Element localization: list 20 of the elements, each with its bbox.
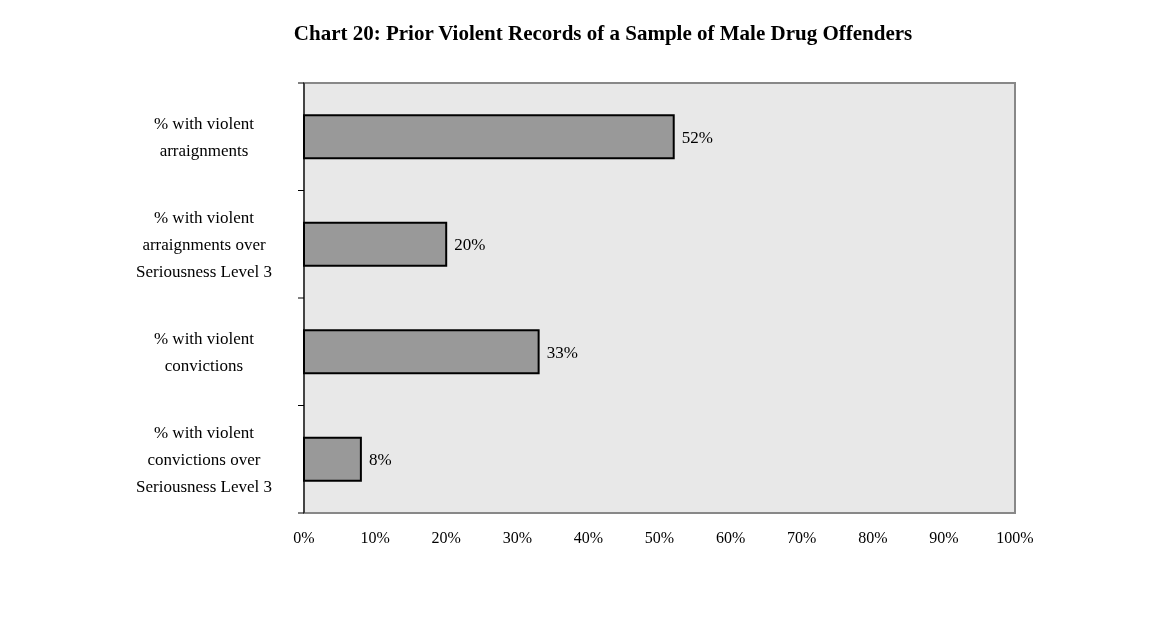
x-tick-label: 100%	[996, 529, 1034, 546]
x-tick-label: 70%	[787, 529, 817, 546]
chart-title: Chart 20: Prior Violent Records of a Sample of Male Drug Offenders	[293, 21, 913, 45]
data-label: 52%	[681, 127, 713, 147]
y-tick-label: % with violent convictions	[153, 329, 255, 376]
x-tick-label: 10%	[360, 529, 390, 546]
x-tick-label: 0%	[293, 529, 315, 546]
x-tick-label: 40%	[573, 529, 604, 546]
x-tick-label: 50%	[644, 529, 675, 546]
x-tick-label: 80%	[858, 529, 888, 546]
data-label: 20%	[454, 235, 486, 255]
y-tick-label: % with violent arraignments	[153, 114, 255, 161]
x-tick-label: 20%	[431, 529, 461, 546]
x-tick-label: 90%	[929, 529, 959, 546]
data-label: 33%	[546, 342, 578, 362]
x-tick-label: 60%	[715, 529, 746, 546]
y-tick-label: % with violent convictions over Seriousness Level 3	[136, 423, 272, 497]
y-tick-label: % with violent arraignments over Seriousness Level 3	[136, 208, 272, 282]
data-label: 8%	[368, 450, 392, 470]
x-tick-label: 30%	[502, 529, 532, 546]
